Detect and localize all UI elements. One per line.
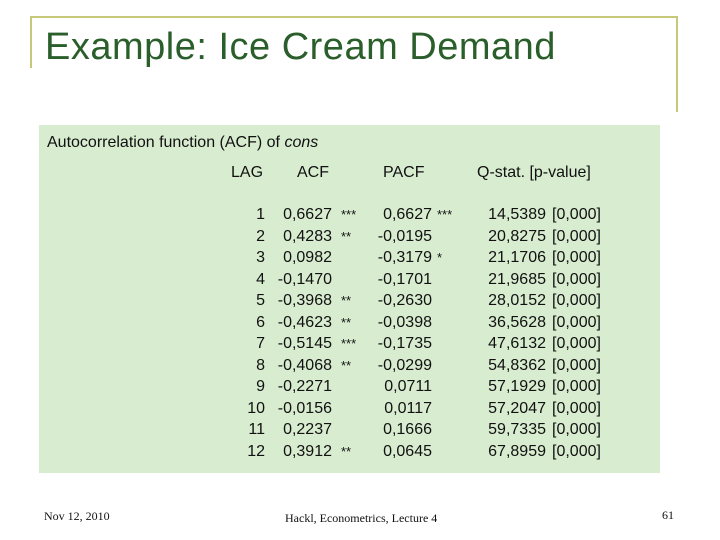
pacf-cell: -0,0299 bbox=[377, 356, 432, 374]
qstat-cell: 59,7335 bbox=[488, 421, 546, 438]
caption-prefix: Autocorrelation function (ACF) of bbox=[47, 134, 285, 151]
pacf-cell: -0,3179 bbox=[377, 249, 432, 266]
acf-cell: -0,0156 bbox=[277, 399, 332, 417]
pacf-cell: 0,0645 bbox=[383, 442, 432, 460]
acf-cell: -0,4623 bbox=[277, 313, 332, 331]
acf-cell: 0,3912 bbox=[283, 442, 332, 460]
qstat-cell: 20,8275 bbox=[488, 227, 546, 245]
qstat-cell: 54,8362 bbox=[488, 356, 546, 374]
acf-significance: ** bbox=[341, 443, 352, 459]
header-pacf: PACF bbox=[383, 164, 425, 181]
lag-cell: 11 bbox=[248, 421, 265, 438]
pvalue-cell: [0,000] bbox=[552, 270, 601, 288]
pacf-cell: -0,2630 bbox=[377, 292, 432, 309]
lag-cell: 10 bbox=[247, 399, 265, 417]
qstat-cell: 21,1706 bbox=[488, 249, 546, 266]
acf-table-panel bbox=[39, 125, 660, 473]
lag-cell: 4 bbox=[256, 270, 265, 288]
acf-cell: 0,0982 bbox=[283, 249, 332, 266]
header-lag: LAG bbox=[231, 164, 264, 181]
acf-significance: *** bbox=[341, 336, 357, 351]
pvalue-cell: [0,000] bbox=[552, 442, 601, 460]
acf-significance: ** bbox=[341, 228, 352, 244]
lag-cell: 2 bbox=[256, 227, 265, 245]
acf-cell: -0,4068 bbox=[277, 356, 332, 374]
pvalue-cell: [0,000] bbox=[552, 249, 601, 266]
acf-cell: 0,2237 bbox=[283, 421, 332, 438]
qstat-cell: 21,9685 bbox=[488, 270, 546, 288]
qstat-cell: 57,2047 bbox=[488, 399, 546, 417]
pacf-cell: -0,0398 bbox=[377, 313, 432, 331]
lag-cell: 12 bbox=[247, 442, 265, 460]
qstat-cell: 36,5628 bbox=[488, 313, 546, 331]
pvalue-cell: [0,000] bbox=[552, 356, 601, 374]
pvalue-cell: [0,000] bbox=[552, 227, 601, 245]
acf-significance: *** bbox=[341, 207, 357, 222]
acf-significance: ** bbox=[341, 357, 352, 373]
pvalue-cell: [0,000] bbox=[552, 335, 601, 352]
acf-cell: -0,5145 bbox=[277, 335, 332, 352]
page-number: 61 bbox=[662, 508, 674, 522]
lag-cell: 6 bbox=[256, 313, 265, 331]
footer-lecture: Hackl, Econometrics, Lecture 4 bbox=[285, 511, 438, 525]
acf-significance: ** bbox=[341, 314, 352, 330]
pacf-significance: *** bbox=[437, 207, 453, 222]
title-frame-left bbox=[30, 16, 32, 68]
slide-title: Example: Ice Cream Demand bbox=[45, 26, 556, 68]
lag-cell: 9 bbox=[256, 378, 265, 395]
pacf-cell: -0,1701 bbox=[377, 270, 432, 288]
qstat-cell: 14,5389 bbox=[488, 206, 546, 223]
lag-cell: 7 bbox=[256, 335, 265, 352]
pacf-cell: 0,0117 bbox=[384, 399, 432, 417]
header-acf: ACF bbox=[297, 164, 329, 181]
pacf-significance: * bbox=[437, 250, 443, 265]
qstat-cell: 67,8959 bbox=[488, 442, 546, 460]
acf-cell: 0,6627 bbox=[283, 206, 332, 223]
lag-cell: 3 bbox=[256, 249, 265, 266]
pvalue-cell: [0,000] bbox=[552, 313, 601, 331]
qstat-cell: 57,1929 bbox=[488, 378, 546, 395]
pacf-cell: 0,1666 bbox=[383, 421, 432, 438]
pvalue-cell: [0,000] bbox=[552, 292, 601, 309]
pvalue-cell: [0,000] bbox=[552, 206, 601, 223]
pacf-cell: 0,6627 bbox=[383, 206, 432, 223]
qstat-cell: 28,0152 bbox=[488, 292, 546, 309]
qstat-cell: 47,6132 bbox=[488, 335, 546, 352]
lag-cell: 8 bbox=[256, 356, 265, 374]
header-qstat: Q-stat. [p-value] bbox=[477, 164, 591, 181]
title-frame-top bbox=[30, 16, 676, 18]
pacf-cell: -0,0195 bbox=[377, 227, 432, 245]
pvalue-cell: [0,000] bbox=[552, 378, 601, 395]
pvalue-cell: [0,000] bbox=[552, 421, 601, 438]
title-frame-right bbox=[676, 16, 678, 112]
lag-cell: 1 bbox=[256, 206, 265, 223]
acf-cell: -0,1470 bbox=[277, 270, 332, 288]
acf-significance: ** bbox=[341, 293, 352, 308]
lag-cell: 5 bbox=[256, 292, 265, 309]
acf-cell: 0,4283 bbox=[283, 227, 332, 245]
pacf-cell: 0,0711 bbox=[384, 378, 432, 395]
pacf-cell: -0,1735 bbox=[377, 335, 432, 352]
caption-variable: cons bbox=[284, 134, 319, 151]
acf-cell: -0,3968 bbox=[277, 292, 332, 309]
pvalue-cell: [0,000] bbox=[552, 399, 601, 417]
acf-cell: -0,2271 bbox=[277, 378, 332, 395]
table-caption: Autocorrelation function (ACF) of cons bbox=[47, 134, 318, 152]
footer-date: Nov 12, 2010 bbox=[44, 509, 110, 523]
